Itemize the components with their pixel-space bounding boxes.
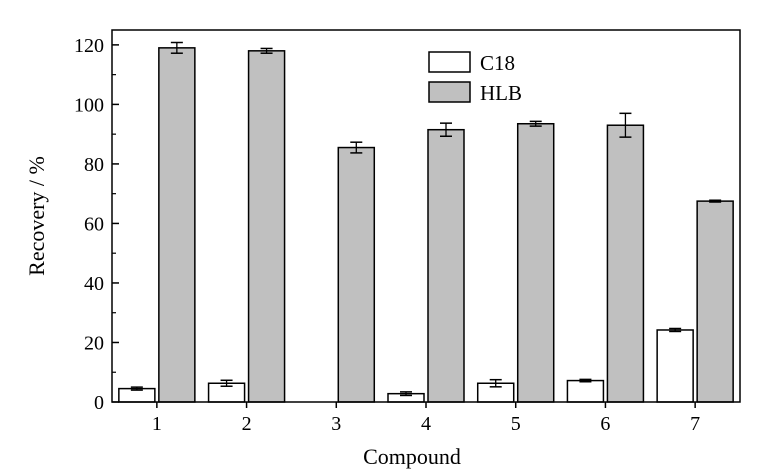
legend: C18 HLB bbox=[428, 51, 522, 105]
error-bar-c18-4 bbox=[400, 391, 412, 397]
y-axis-title: Recovery / % bbox=[24, 156, 49, 276]
error-bar-hlb-7 bbox=[709, 199, 722, 203]
error-bar-hlb-1 bbox=[170, 41, 183, 54]
bar-hlb-2 bbox=[247, 50, 286, 403]
bar-hlb-6 bbox=[606, 124, 645, 403]
y-tick-label-60: 60 bbox=[84, 213, 104, 235]
error-bar-c18-1 bbox=[130, 386, 143, 391]
legend-swatch bbox=[428, 81, 471, 103]
x-tick-label-7: 7 bbox=[690, 413, 700, 435]
bar-hlb-3 bbox=[337, 146, 376, 403]
plot-frame bbox=[111, 29, 741, 403]
legend-item-hlb: HLB bbox=[428, 81, 522, 105]
error-bar-c18-7 bbox=[669, 327, 682, 333]
bar-hlb-4 bbox=[427, 128, 465, 403]
y-axis: 0 20 40 60 80 100 120 bbox=[74, 35, 119, 414]
y-tick-label-120: 120 bbox=[74, 35, 104, 57]
error-bar-hlb-2 bbox=[260, 47, 273, 54]
legend-swatch bbox=[428, 51, 471, 73]
x-axis: 1 2 3 4 5 6 7 bbox=[152, 402, 700, 435]
bar-c18-7 bbox=[656, 329, 694, 403]
bar-c18-6 bbox=[566, 379, 605, 403]
bar-hlb-5 bbox=[516, 122, 555, 403]
error-bar-hlb-3 bbox=[350, 141, 363, 154]
y-tick-label-100: 100 bbox=[74, 94, 104, 116]
x-tick-label-3: 3 bbox=[331, 413, 341, 435]
y-tick-label-80: 80 bbox=[84, 154, 104, 176]
y-tick-label-20: 20 bbox=[84, 332, 104, 354]
error-bars-layer bbox=[130, 41, 722, 397]
bar-hlb-7 bbox=[696, 200, 734, 403]
x-tick-label-1: 1 bbox=[152, 413, 162, 435]
error-bar-c18-2 bbox=[220, 379, 233, 387]
bar-hlb-1 bbox=[158, 47, 196, 403]
error-bar-hlb-4 bbox=[440, 122, 452, 137]
bars-layer bbox=[118, 47, 734, 403]
error-bar-c18-6 bbox=[579, 378, 592, 383]
x-tick-label-2: 2 bbox=[242, 413, 252, 435]
legend-label: HLB bbox=[480, 81, 522, 105]
x-tick-label-5: 5 bbox=[511, 413, 521, 435]
x-axis-title: Compound bbox=[363, 444, 461, 469]
x-tick-label-4: 4 bbox=[421, 413, 431, 435]
error-bar-c18-5 bbox=[489, 378, 502, 388]
y-tick-label-40: 40 bbox=[84, 273, 104, 295]
error-bar-hlb-6 bbox=[619, 112, 632, 138]
legend-item-c18: C18 bbox=[428, 51, 515, 75]
y-tick-label-0: 0 bbox=[94, 392, 104, 414]
error-bar-hlb-5 bbox=[529, 120, 542, 127]
x-tick-label-6: 6 bbox=[600, 413, 610, 435]
legend-label: C18 bbox=[480, 51, 515, 75]
